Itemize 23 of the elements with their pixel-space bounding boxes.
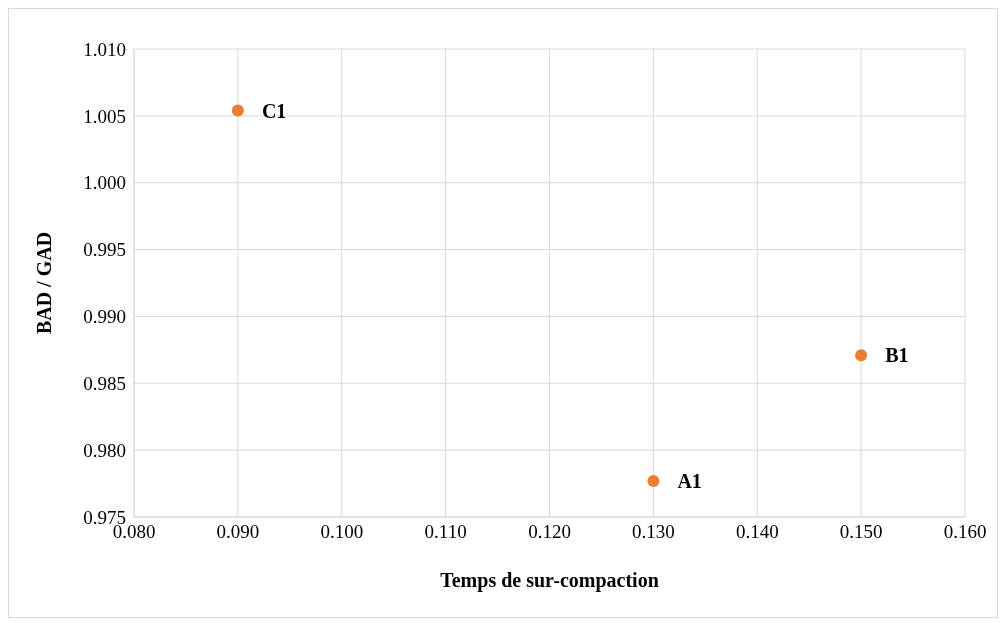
annotation: B1: [885, 344, 909, 367]
annotation: A1: [677, 469, 702, 492]
x-axis-title: Temps de sur-compaction: [440, 569, 659, 592]
x-tick-label: 0.090: [216, 521, 260, 543]
y-tick-label: 0.990: [83, 306, 126, 328]
x-tick-label: 0.120: [528, 521, 571, 543]
y-tick-label: 0.995: [83, 239, 126, 261]
x-tick-label: 0.110: [424, 521, 467, 543]
point: [231, 104, 244, 117]
point: [647, 474, 660, 487]
y-tick-label: 0.985: [83, 373, 126, 395]
x-tick-label: 0.130: [632, 521, 675, 543]
x-tick-label: 0.160: [943, 521, 987, 543]
x-tick-label: 0.100: [320, 521, 364, 543]
x-tick-label: 0.140: [735, 521, 779, 543]
y-axis-title: BAD / GAD: [33, 231, 56, 335]
y-tick-label: 1.000: [83, 172, 126, 194]
point: [855, 349, 868, 362]
annotation: C1: [261, 99, 287, 122]
y-tick-label: 1.005: [83, 105, 126, 127]
y-tick-label: 0.980: [83, 439, 126, 461]
y-tick-label: 1.010: [83, 38, 126, 60]
x-tick-label: 0.150: [839, 521, 883, 543]
